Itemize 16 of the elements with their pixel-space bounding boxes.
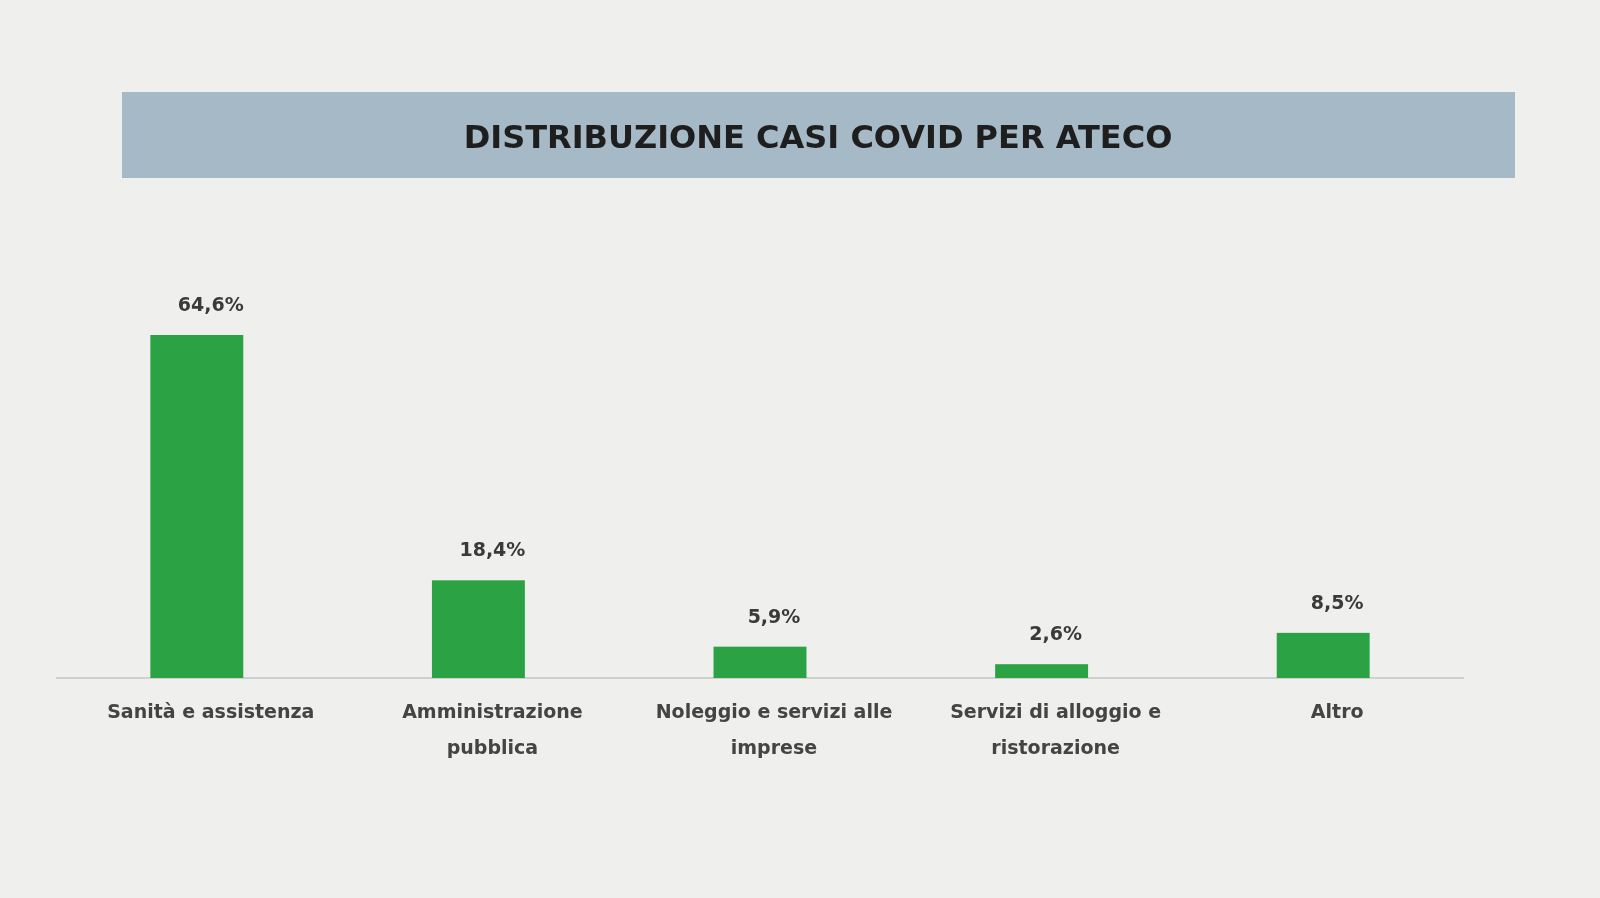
data-label: 64,6%: [177, 293, 244, 315]
x-tick-label: Amministrazione pubblica: [402, 700, 583, 758]
bar: [1276, 632, 1370, 678]
chart-title: DISTRIBUZIONE CASI COVID PER ATECO: [463, 118, 1173, 156]
bar: [713, 646, 807, 678]
data-label: 2,6%: [1029, 622, 1082, 645]
data-label: 18,4%: [459, 538, 526, 561]
x-tick-label: Servizi di alloggio e ristorazione: [950, 700, 1162, 758]
x-tick-label: Noleggio e servizi alle imprese: [655, 700, 893, 758]
x-tick-label: Sanità e assistenza: [107, 700, 315, 722]
bar: [150, 335, 244, 678]
data-label: 8,5%: [1310, 590, 1364, 613]
data-label: 5,9%: [747, 604, 801, 627]
bar: [995, 664, 1089, 678]
x-tick-label: Altro: [1310, 700, 1364, 722]
bar: [431, 580, 525, 678]
